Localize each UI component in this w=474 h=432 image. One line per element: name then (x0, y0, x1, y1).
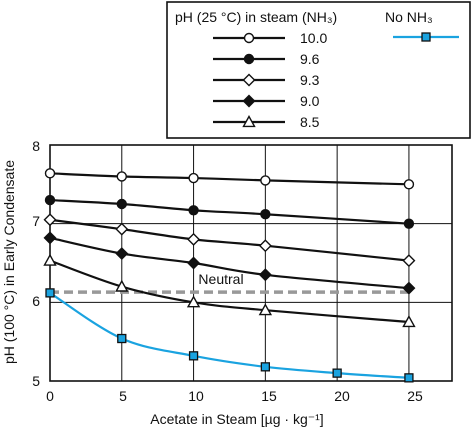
x-tick-label: 10 (188, 388, 204, 404)
marker-diamond-filled (43, 231, 57, 245)
x-tick-label: 25 (407, 388, 423, 404)
annotation-neutral: Neutral (198, 271, 243, 287)
marker-circle-filled (116, 198, 127, 210)
marker-diamond-open (115, 222, 129, 236)
marker-square-filled (260, 362, 271, 372)
marker-circle-open (116, 171, 127, 182)
legend-entry-label: 10.0 (300, 30, 327, 46)
series-5 (45, 288, 414, 383)
series-2 (43, 213, 416, 268)
marker-diamond-open (258, 239, 272, 253)
legend-entry-label: 9.3 (300, 72, 320, 88)
y-tick-label: 6 (32, 293, 40, 309)
series-line (49, 218, 410, 262)
x-axis-label: Acetate in Steam [µg · kg⁻¹] (150, 411, 323, 427)
marker-circle-open (44, 168, 56, 179)
y-tick-label: 5 (32, 373, 40, 389)
x-tick-label: 0 (46, 388, 54, 404)
series-line (49, 236, 410, 290)
marker-circle-open (243, 32, 255, 44)
marker-triangle-open (242, 115, 256, 128)
marker-diamond-filled (402, 281, 416, 295)
marker-square-filled (188, 351, 199, 361)
marker-diamond-filled (258, 268, 272, 282)
marker-square-filled (45, 288, 55, 298)
series-4 (43, 253, 416, 328)
marker-diamond-open (402, 254, 416, 268)
legend-entries: 10.0 9.6 9.3 9.0 8.5 No NH₃ (213, 9, 459, 130)
legend-box (166, 1, 471, 139)
x-tick-labels: 0 5 10 15 20 25 (46, 388, 423, 404)
marker-circle-filled (44, 194, 56, 206)
legend-entry-label: 8.5 (300, 114, 320, 130)
legend: pH (25 °C) in steam (NH₃) 10.0 9.6 9.3 9.0 8… (166, 1, 471, 139)
marker-circle-filled (188, 205, 199, 216)
marker-circle-open (403, 179, 415, 190)
series-line (49, 259, 410, 324)
marker-triangle-open (186, 295, 201, 308)
marker-circle-open (188, 172, 199, 184)
series-3 (43, 231, 416, 295)
y-axis-label: pH (100 °C) in Early Condensate (1, 160, 17, 364)
y-tick-label: 8 (32, 138, 40, 154)
marker-triangle-open (43, 253, 57, 266)
marker-diamond-open (242, 73, 256, 87)
marker-square-filled (421, 32, 431, 42)
series-1 (44, 194, 415, 229)
marker-diamond-filled (242, 94, 256, 108)
marker-circle-filled (243, 53, 255, 65)
series-line (49, 291, 410, 379)
marker-circle-open (260, 175, 271, 186)
marker-diamond-filled (187, 256, 201, 270)
marker-circle-filled (403, 218, 415, 229)
marker-triangle-open (115, 279, 129, 292)
legend-entry-label: No NH₃ (385, 9, 433, 25)
x-tick-label: 5 (119, 388, 127, 404)
legend-entry-label: 9.6 (300, 51, 320, 67)
legend-title: pH (25 °C) in steam (NH₃) (175, 9, 337, 25)
marker-diamond-filled (115, 247, 129, 261)
series-0 (44, 168, 415, 190)
marker-diamond-open (43, 213, 57, 227)
marker-square-filled (117, 333, 127, 344)
x-tick-label: 20 (334, 388, 350, 404)
y-tick-label: 7 (32, 213, 40, 229)
marker-triangle-open (258, 303, 273, 316)
plot-area (43, 144, 453, 383)
marker-diamond-open (187, 232, 201, 246)
y-tick-labels: 5 6 7 8 (32, 138, 40, 389)
legend-entry-label: 9.0 (300, 93, 320, 109)
marker-square-filled (332, 368, 342, 378)
marker-triangle-open (402, 315, 416, 328)
marker-circle-filled (260, 209, 271, 220)
x-tick-label: 15 (261, 388, 277, 404)
marker-square-filled (404, 373, 414, 383)
